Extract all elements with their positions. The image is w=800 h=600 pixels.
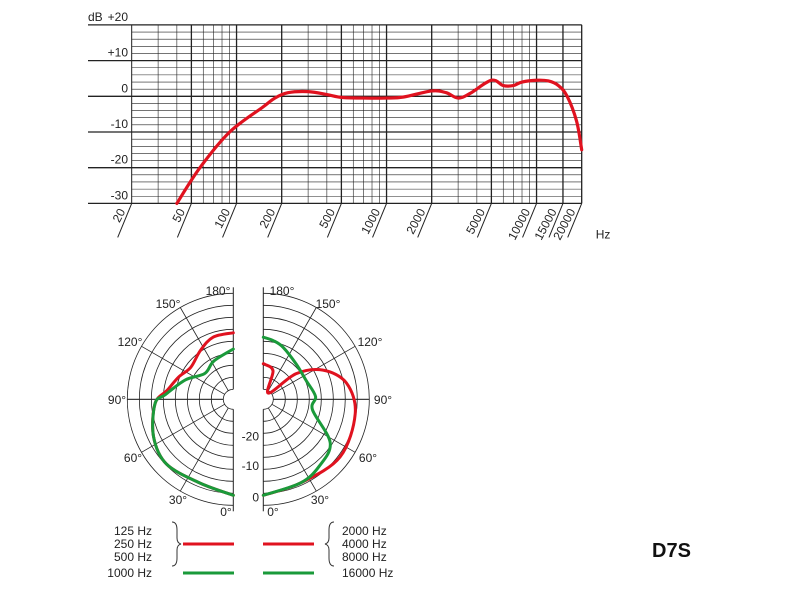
- y-tick-label: -10: [111, 117, 129, 131]
- y-tick-label: -20: [111, 153, 129, 167]
- x-tick-line: [176, 203, 192, 238]
- angle-tick-label-right: 120°: [358, 335, 383, 349]
- angle-tick-label-right: 0°: [267, 505, 279, 519]
- x-tick-label: 200: [257, 206, 279, 231]
- polar-pattern-chart: 180° 150° 120° 90° 60° 30° 0° 180° 150° 120° 90° 60…: [108, 284, 392, 519]
- x-tick-line: [417, 203, 433, 238]
- polar-curve-right: [261, 335, 332, 497]
- angle-tick-label-left: 90°: [108, 393, 126, 407]
- y-tick-label: +20: [108, 10, 129, 24]
- legend-label-left: 125 Hz: [114, 524, 152, 538]
- legend-brace-right: [324, 521, 335, 567]
- legend-label-right: 4000 Hz: [342, 537, 387, 551]
- x-axis-label: Hz: [596, 227, 611, 241]
- x-tick-line: [222, 203, 238, 238]
- y-axis-label: dB: [88, 10, 103, 24]
- x-tick-label: 10000: [505, 206, 533, 242]
- legend-label-left: 250 Hz: [114, 537, 152, 551]
- x-tick-label: 20: [110, 206, 129, 225]
- polar-spoke-right: [271, 403, 356, 453]
- x-tick-line: [567, 203, 583, 238]
- legend-label-left: 1000 Hz: [107, 566, 152, 580]
- angle-tick-label-left: 30°: [169, 493, 187, 507]
- polar-spoke-left: [179, 307, 229, 391]
- legend-label-right: 16000 Hz: [342, 566, 393, 580]
- angle-tick-label-left: 120°: [118, 335, 143, 349]
- radial-tick-label: 0: [252, 490, 259, 504]
- angle-tick-label-right: 30°: [311, 493, 329, 507]
- angle-tick-label-right: 180°: [270, 284, 295, 298]
- polar-spoke-left: [141, 345, 225, 395]
- x-tick-line: [267, 203, 283, 238]
- angle-tick-label-left: 0°: [220, 505, 232, 519]
- y-tick-label: +10: [108, 46, 129, 60]
- radial-tick-label: -20: [242, 429, 260, 443]
- x-tick-line: [548, 203, 564, 238]
- x-tick-line: [372, 203, 388, 238]
- legend-label-right: 2000 Hz: [342, 524, 387, 538]
- y-tick-label: 0: [121, 81, 128, 95]
- x-tick-label: 100: [211, 206, 233, 231]
- angle-tick-label-left: 60°: [124, 451, 142, 465]
- angle-tick-label-right: 90°: [374, 393, 392, 407]
- frequency-response-curve: [175, 78, 584, 205]
- x-tick-line: [326, 203, 342, 238]
- x-tick-label: 500: [316, 206, 338, 231]
- radial-tick-label: -10: [242, 459, 260, 473]
- x-tick-line: [522, 203, 538, 238]
- polar-curve-left: [151, 347, 235, 497]
- x-tick-line: [476, 203, 492, 238]
- legend-label-left: 500 Hz: [114, 550, 152, 564]
- angle-tick-label-left: 180°: [206, 284, 231, 298]
- legend-brace-left: [171, 521, 182, 567]
- model-label: D7S: [652, 540, 691, 562]
- x-tick-line: [117, 203, 133, 238]
- angle-tick-label-left: 150°: [156, 297, 181, 311]
- x-tick-label: 50: [169, 206, 188, 225]
- angle-tick-label-right: 150°: [316, 297, 341, 311]
- legend-label-right: 8000 Hz: [342, 550, 387, 564]
- polar-center-hole: [222, 388, 234, 410]
- polar-curve-right: [261, 362, 357, 497]
- y-tick-label: -30: [111, 188, 129, 202]
- polar-spoke-right: [267, 307, 317, 391]
- angle-tick-label-right: 60°: [359, 451, 377, 465]
